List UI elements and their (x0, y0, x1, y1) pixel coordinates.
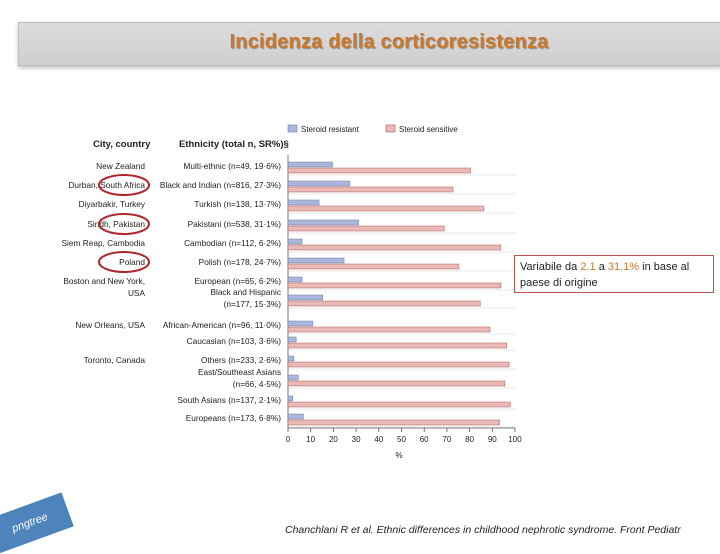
callout-prefix: Variabile da (520, 261, 581, 273)
legend-swatch-sensitive (385, 124, 396, 133)
ethnicity-label: Turkish (n=138, 13·7%) (194, 199, 281, 209)
bar-sensitive (287, 401, 511, 408)
bar-resistant (287, 413, 304, 420)
bar-sensitive (287, 282, 502, 289)
city-label: New Zealand (96, 161, 145, 171)
bar-resistant (287, 355, 295, 362)
x-tick-label: 20 (329, 435, 338, 444)
city-label: New Orleans, USA (75, 320, 145, 330)
bar-resistant (287, 257, 345, 264)
x-axis-label: % (395, 451, 402, 460)
city-label: Siem Reap, Cambodia (62, 238, 146, 248)
callout-low-value: 2.1 (580, 261, 596, 273)
city-label: Sindh, Pakistan (87, 219, 145, 229)
bar-sensitive (287, 205, 485, 212)
bar-resistant (287, 395, 294, 402)
city-label: Durban, South Africa (68, 180, 145, 190)
bar-sensitive (287, 326, 491, 333)
bar-sensitive (287, 186, 454, 193)
bar-resistant (287, 199, 320, 206)
legend-swatch-resistant (287, 124, 298, 133)
bar-resistant (287, 180, 351, 187)
highlight-circle (98, 251, 150, 273)
bar-resistant (287, 320, 314, 327)
x-tick-label: 100 (508, 435, 522, 444)
ethnicity-label: Europeans (n=173, 6·8%) (186, 413, 281, 423)
x-tick-label: 70 (442, 435, 451, 444)
city-label: Poland (119, 257, 145, 267)
x-tick-label: 90 (488, 435, 497, 444)
bar-sensitive (287, 419, 500, 426)
bar-sensitive (287, 263, 460, 270)
bar-sensitive (287, 225, 445, 232)
ethnicity-label: African-American (n=96, 11·0%) (163, 320, 281, 330)
city-label: USA (128, 288, 146, 298)
ethnicity-label: European (n=65, 6·2%) (195, 276, 282, 286)
highlight-circle (98, 174, 150, 196)
x-tick-label: 60 (420, 435, 429, 444)
ethnicity-label: (n=177, 15·3%) (224, 299, 282, 309)
slide-title: Incidenza della corticoresistenza (229, 31, 549, 53)
bar-sensitive (287, 361, 510, 368)
bar-resistant (287, 294, 323, 301)
x-tick-label: 50 (397, 435, 406, 444)
legend-label-resistant: Steroid resistant (301, 125, 360, 134)
callout-box: Variabile da 2.1 a 31.1% in base al paes… (514, 255, 714, 293)
ethnicity-label: Others (n=233, 2·6%) (201, 355, 281, 365)
x-tick-label: 10 (306, 435, 315, 444)
ethnicity-label: Multi-ethnic (n=49, 19·6%) (183, 161, 281, 171)
bar-sensitive (287, 244, 502, 251)
x-tick-label: 0 (286, 435, 291, 444)
x-tick-label: 40 (374, 435, 383, 444)
callout-high-value: 31.1% (607, 261, 640, 273)
ethnicity-label: Caucasian (n=103, 3·6%) (187, 336, 282, 346)
bar-resistant (287, 161, 333, 168)
legend-label-sensitive: Steroid sensitive (399, 125, 458, 134)
bar-sensitive (287, 300, 481, 307)
city-label: Boston and New York, (63, 276, 145, 286)
bar-resistant (287, 276, 303, 283)
header-city: City, country (93, 139, 151, 150)
ethnicity-label: East/Southeast Asians (198, 367, 281, 377)
ethnicity-label: Black and Indian (n=816, 27·3%) (160, 180, 281, 190)
bar-chart: City, country Ethnicity (total n, SR%)§ St… (62, 124, 522, 460)
bar-resistant (287, 238, 303, 245)
callout-middle: a (595, 261, 608, 273)
highlight-circle (98, 213, 150, 235)
bar-resistant (287, 374, 299, 381)
bar-sensitive (287, 342, 508, 349)
bar-resistant (287, 336, 297, 343)
bar-sensitive (287, 167, 471, 174)
x-tick-label: 30 (352, 435, 361, 444)
ethnicity-label: Black and Hispanic (210, 287, 281, 297)
ethnicity-label: Polish (n=178, 24·7%) (199, 257, 282, 267)
city-label: Diyarbakir, Turkey (79, 199, 146, 209)
header-ethnicity: Ethnicity (total n, SR%)§ (179, 139, 289, 150)
ethnicity-label: South Asians (n=137, 2·1%) (177, 395, 281, 405)
ethnicity-label: Cambodian (n=112, 6·2%) (184, 238, 281, 248)
title-bar: Incidenza della corticoresistenza (18, 22, 720, 66)
callout-suffix: in base al paese di origine (520, 261, 690, 289)
x-tick-label: 80 (465, 435, 474, 444)
citation: Chanchlani R et al. Ethnic differences i… (285, 524, 681, 536)
ethnicity-label: (n=66, 4·5%) (233, 379, 281, 389)
city-label: Toronto, Canada (84, 355, 146, 365)
bar-resistant (287, 219, 359, 226)
bar-sensitive (287, 380, 506, 387)
ethnicity-label: Pakistani (n=538, 31·1%) (188, 219, 282, 229)
